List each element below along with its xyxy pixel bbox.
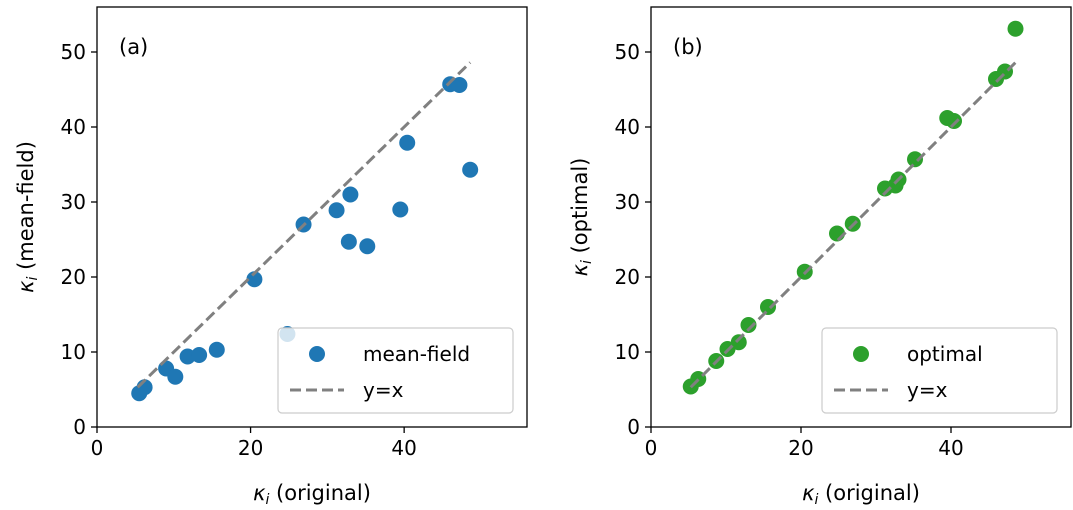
- panel-label: (a): [119, 35, 148, 59]
- y-tick-label: 0: [627, 415, 640, 439]
- legend-label: mean-field: [363, 342, 470, 366]
- x-axis-label: κi (original): [253, 481, 371, 508]
- data-point-15: [399, 134, 416, 151]
- x-tick-label: 40: [938, 436, 963, 460]
- y-tick-label: 40: [61, 115, 86, 139]
- data-point-6: [760, 299, 776, 315]
- y-tick-label: 10: [615, 340, 640, 364]
- y-tick-label: 0: [73, 415, 86, 439]
- data-point-18: [1007, 20, 1024, 37]
- panel-label: (b): [673, 35, 703, 59]
- axes-frame: [96, 6, 528, 428]
- y-tick-label: 50: [615, 40, 640, 64]
- x-tick-label: 40: [391, 436, 416, 460]
- legend-label: y=x: [907, 378, 948, 402]
- y-tick-label: 20: [61, 265, 86, 289]
- data-point-5: [191, 347, 208, 363]
- data-point-15: [946, 113, 962, 129]
- y-axis-label: κi (optimal): [568, 158, 595, 277]
- x-tick-label: 0: [91, 436, 104, 460]
- y-tick-label: 30: [615, 190, 640, 214]
- data-point-14: [392, 201, 409, 218]
- legend: optimal y=x: [821, 327, 1058, 414]
- data-point-10: [328, 202, 345, 219]
- data-point-11: [340, 233, 357, 250]
- data-point-13: [359, 238, 376, 255]
- data-point-4: [730, 334, 747, 351]
- data-point-12: [342, 186, 359, 203]
- legend-box: [821, 327, 1058, 414]
- legend-label: optimal: [907, 342, 983, 366]
- y-tick-label: 50: [61, 40, 86, 64]
- y-tick-label: 20: [615, 265, 640, 289]
- x-tick-label: 20: [788, 436, 813, 460]
- identity-line: [136, 61, 472, 389]
- data-point-7: [246, 271, 263, 288]
- data-point-13: [907, 151, 923, 168]
- legend-marker-swatch: [853, 346, 869, 362]
- identity-line: [689, 61, 1017, 389]
- data-point-3: [167, 368, 184, 385]
- x-axis-label: κi (original): [802, 481, 920, 508]
- y-tick-label: 30: [61, 190, 86, 214]
- y-tick-label: 10: [61, 340, 86, 364]
- axes-frame: [650, 6, 1072, 428]
- x-tick-label: 0: [645, 436, 658, 460]
- y-axis-label: κi (mean-field): [14, 141, 41, 293]
- panel-b: 0 20 40 0 10 20 30 40 50 κi (original) κi (optimal…: [568, 6, 1072, 508]
- legend: mean-field y=x: [277, 327, 514, 414]
- data-point-17: [451, 77, 468, 93]
- y-tick-label: 40: [615, 115, 640, 139]
- legend-box: [277, 327, 514, 414]
- data-point-18: [462, 161, 479, 178]
- legend-label: y=x: [363, 378, 404, 402]
- panel-a: 0 20 40 0 10 20 30 40 50 κi (original) κi (mean-fi…: [14, 6, 528, 508]
- legend-marker-swatch: [309, 346, 325, 362]
- data-point-6: [208, 341, 225, 358]
- data-point-5: [740, 317, 757, 333]
- x-tick-label: 20: [238, 436, 263, 460]
